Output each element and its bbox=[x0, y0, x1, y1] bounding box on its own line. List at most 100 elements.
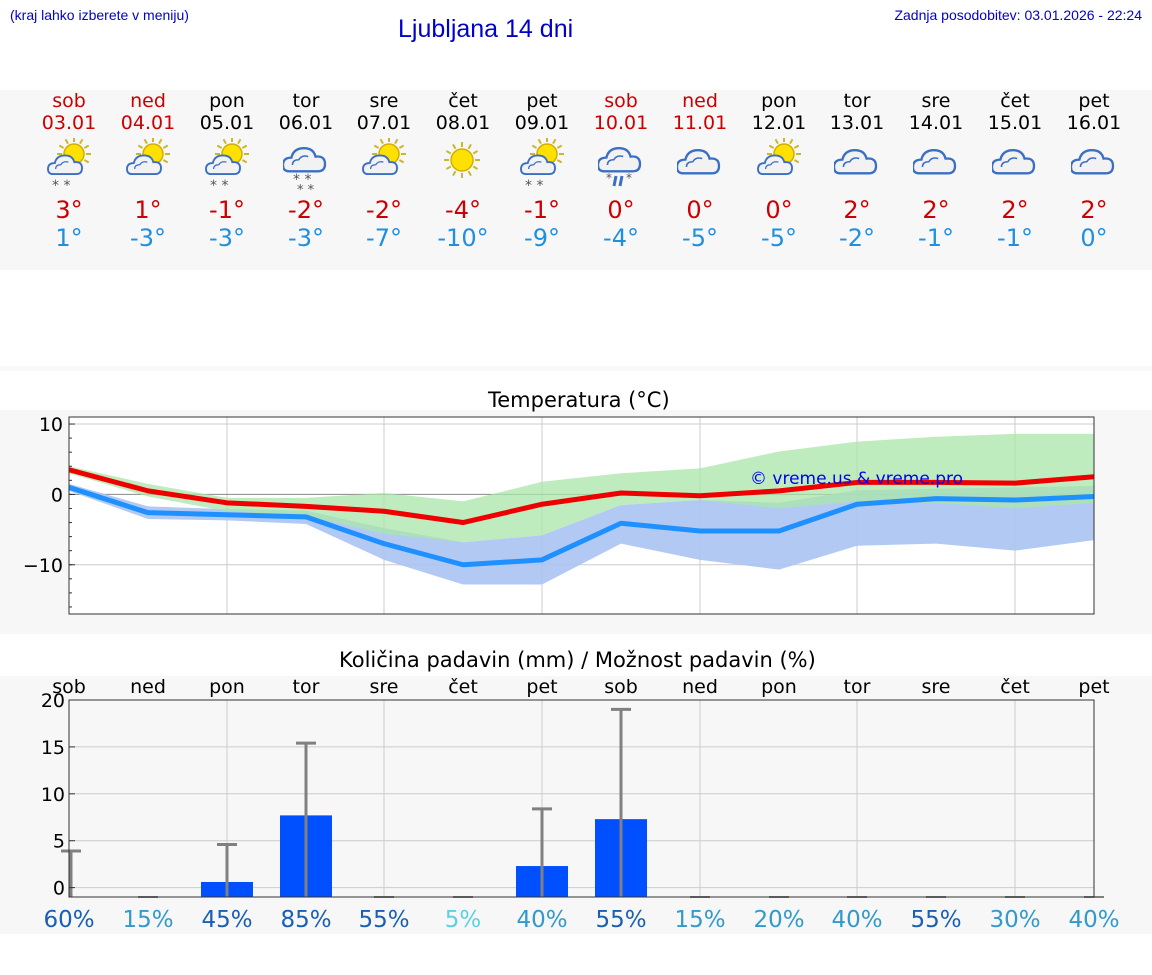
cloud-icon bbox=[817, 134, 897, 196]
day-name: pet bbox=[1078, 90, 1110, 112]
precip-plot-frame bbox=[68, 699, 1095, 898]
page-title: Ljubljana 14 dni bbox=[398, 15, 574, 43]
precip-day-label: sob bbox=[52, 676, 86, 698]
day-date: 03.01 bbox=[41, 112, 97, 134]
precip-probability: 40% bbox=[516, 907, 567, 933]
forecast-day: sob 10.01 * * 0° -4° bbox=[581, 90, 661, 252]
svg-text:*: * bbox=[626, 171, 632, 185]
sun-cloud-snow-icon: * * bbox=[187, 134, 267, 196]
temp-min: -3° bbox=[209, 224, 245, 252]
precip-probability: 15% bbox=[674, 907, 725, 933]
temp-max: 2° bbox=[843, 196, 871, 224]
svg-text:* *: * * bbox=[297, 183, 315, 196]
temperature-chart-title: Temperatura (°C) bbox=[488, 388, 670, 412]
precip-day-label: pon bbox=[209, 676, 245, 698]
forecast-day: sre 07.01 -2° -7° bbox=[344, 90, 424, 252]
temp-min: -5° bbox=[682, 224, 718, 252]
svg-text:* *: * * bbox=[293, 172, 311, 188]
forecast-day: ned 11.01 0° -5° bbox=[660, 90, 740, 252]
precip-probability: 30% bbox=[989, 907, 1040, 933]
precip-probability: 55% bbox=[358, 907, 409, 933]
day-date: 06.01 bbox=[278, 112, 334, 134]
precip-probability: 85% bbox=[280, 907, 331, 933]
precip-day-label: čet bbox=[1000, 676, 1030, 698]
temp-min: 0° bbox=[1080, 224, 1108, 252]
temp-y-tick-label: 0 bbox=[51, 484, 63, 506]
svg-text:* *: * * bbox=[525, 178, 543, 194]
temp-min: -3° bbox=[288, 224, 324, 252]
day-name: pon bbox=[761, 90, 797, 112]
cloud-sleet-icon: * * bbox=[581, 134, 661, 196]
temp-max: 1° bbox=[134, 196, 162, 224]
precip-probability: 40% bbox=[1068, 907, 1119, 933]
day-name: pet bbox=[526, 90, 558, 112]
cloud-icon bbox=[660, 134, 740, 196]
precip-probability: 15% bbox=[122, 907, 173, 933]
temp-band-max-range bbox=[69, 433, 1094, 543]
day-date: 04.01 bbox=[120, 112, 176, 134]
forecast-day: čet 08.01 -4° -10° bbox=[423, 90, 503, 252]
cloud-icon bbox=[1054, 134, 1134, 196]
sun-cloud-snow-icon: * * bbox=[29, 134, 109, 196]
forecast-day: ned 04.01 1° -3° bbox=[108, 90, 188, 252]
forecast-day: čet 15.01 2° -1° bbox=[975, 90, 1055, 252]
precip-plot-area bbox=[69, 700, 1094, 897]
sun-cloud-icon bbox=[344, 134, 424, 196]
day-name: sob bbox=[604, 90, 638, 112]
temp-y-tick-label: 10 bbox=[39, 414, 63, 436]
day-date: 14.01 bbox=[908, 112, 964, 134]
last-update: Zadnja posodobitev: 03.01.2026 - 22:24 bbox=[894, 7, 1142, 23]
forecast-strip bbox=[0, 90, 1152, 270]
precip-y-tick-label: 0 bbox=[53, 878, 65, 900]
precip-day-label: pet bbox=[1078, 676, 1109, 698]
temp-max: 0° bbox=[607, 196, 635, 224]
cloud-icon bbox=[975, 134, 1055, 196]
precip-day-label: sob bbox=[604, 676, 638, 698]
day-name: sob bbox=[52, 90, 86, 112]
day-name: tor bbox=[843, 90, 871, 112]
precip-probability: 60% bbox=[43, 907, 94, 933]
forecast-day: sob 03.01 * * 3° 1° bbox=[29, 90, 109, 252]
temp-min: -10° bbox=[437, 224, 489, 252]
temp-max: -1° bbox=[209, 196, 245, 224]
sun-cloud-snow-icon: * * bbox=[502, 134, 582, 196]
precip-y-tick-label: 20 bbox=[41, 690, 65, 712]
temp-max: 2° bbox=[922, 196, 950, 224]
forecast-day: sre 14.01 2° -1° bbox=[896, 90, 976, 252]
forecast-day: pet 09.01 * * -1° -9° bbox=[502, 90, 582, 252]
temp-max: 0° bbox=[765, 196, 793, 224]
temp-max: -1° bbox=[524, 196, 560, 224]
temp-min: -3° bbox=[130, 224, 166, 252]
temp-max: -2° bbox=[366, 196, 402, 224]
temp-min: -9° bbox=[524, 224, 560, 252]
svg-text:* *: * * bbox=[52, 178, 70, 194]
day-date: 07.01 bbox=[356, 112, 412, 134]
forecast-day: pet 16.01 2° 0° bbox=[1054, 90, 1134, 252]
precip-day-label: pon bbox=[761, 676, 797, 698]
precip-day-label: pet bbox=[526, 676, 557, 698]
precip-day-label: tor bbox=[293, 676, 320, 698]
precip-probability: 55% bbox=[910, 907, 961, 933]
day-name: ned bbox=[130, 90, 166, 112]
forecast-day: pon 12.01 0° -5° bbox=[739, 90, 819, 252]
precip-probability: 5% bbox=[445, 907, 482, 933]
temp-min: -1° bbox=[997, 224, 1033, 252]
divider bbox=[0, 366, 1152, 371]
precip-probability: 20% bbox=[753, 907, 804, 933]
precip-day-label: ned bbox=[682, 676, 718, 698]
forecast-day: pon 05.01 * * -1° -3° bbox=[187, 90, 267, 252]
day-name: sre bbox=[369, 90, 399, 112]
day-name: ned bbox=[682, 90, 718, 112]
day-name: sre bbox=[921, 90, 951, 112]
day-name: pon bbox=[209, 90, 245, 112]
day-date: 09.01 bbox=[514, 112, 570, 134]
svg-text:*: * bbox=[606, 171, 612, 185]
temp-line-max bbox=[68, 467, 1095, 526]
precip-day-label: čet bbox=[448, 676, 478, 698]
temp-min: -1° bbox=[918, 224, 954, 252]
forecast-day: tor 13.01 2° -2° bbox=[817, 90, 897, 252]
day-name: čet bbox=[1000, 90, 1030, 112]
svg-text:* *: * * bbox=[210, 178, 228, 194]
day-name: čet bbox=[448, 90, 478, 112]
